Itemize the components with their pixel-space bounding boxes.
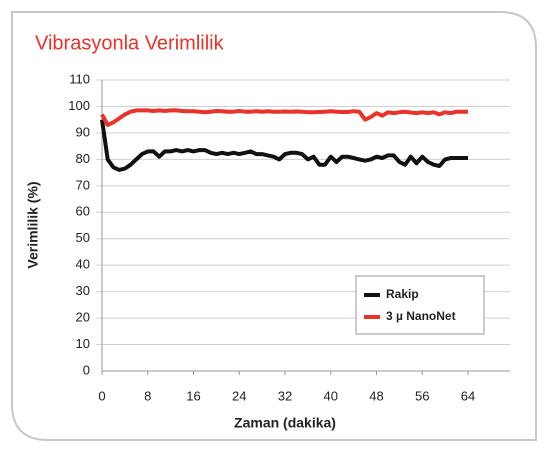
y-tick-label: 10 bbox=[76, 336, 90, 351]
x-tick-label: 8 bbox=[144, 388, 151, 403]
x-tick-label: 0 bbox=[98, 388, 105, 403]
card bbox=[11, 11, 537, 441]
legend: Rakip 3 µ NanoNet bbox=[355, 275, 485, 335]
y-tick-label: 50 bbox=[76, 230, 90, 245]
x-axis-label: Zaman (dakika) bbox=[234, 415, 336, 431]
x-tick-label: 40 bbox=[324, 388, 338, 403]
chart-title: Vibrasyonla Verimlilik bbox=[35, 32, 225, 54]
y-tick-label: 20 bbox=[76, 310, 90, 325]
y-tick-label: 30 bbox=[76, 283, 90, 298]
legend-label: 3 µ NanoNet bbox=[386, 309, 456, 323]
y-tick-label: 0 bbox=[83, 362, 90, 377]
x-tick-label: 48 bbox=[369, 388, 383, 403]
y-tick-label: 70 bbox=[76, 177, 90, 192]
x-tick-label: 16 bbox=[186, 388, 200, 403]
y-tick-label: 60 bbox=[76, 204, 90, 219]
y-tick-label: 40 bbox=[76, 257, 90, 272]
y-tick-label: 100 bbox=[68, 98, 90, 113]
y-tick-label: 80 bbox=[76, 151, 90, 166]
series-line bbox=[100, 119, 468, 172]
legend-box bbox=[355, 275, 485, 335]
series-line bbox=[100, 108, 468, 127]
x-tick-label: 64 bbox=[461, 388, 475, 403]
y-axis-label: Verimlilik (%) bbox=[25, 181, 41, 268]
x-tick-label: 24 bbox=[232, 388, 246, 403]
y-tick-label: 90 bbox=[76, 124, 90, 139]
legend-label: Rakip bbox=[386, 287, 419, 301]
y-tick-label: 110 bbox=[69, 71, 90, 86]
x-tick-label: 56 bbox=[415, 388, 429, 403]
x-tick-label: 32 bbox=[278, 388, 292, 403]
